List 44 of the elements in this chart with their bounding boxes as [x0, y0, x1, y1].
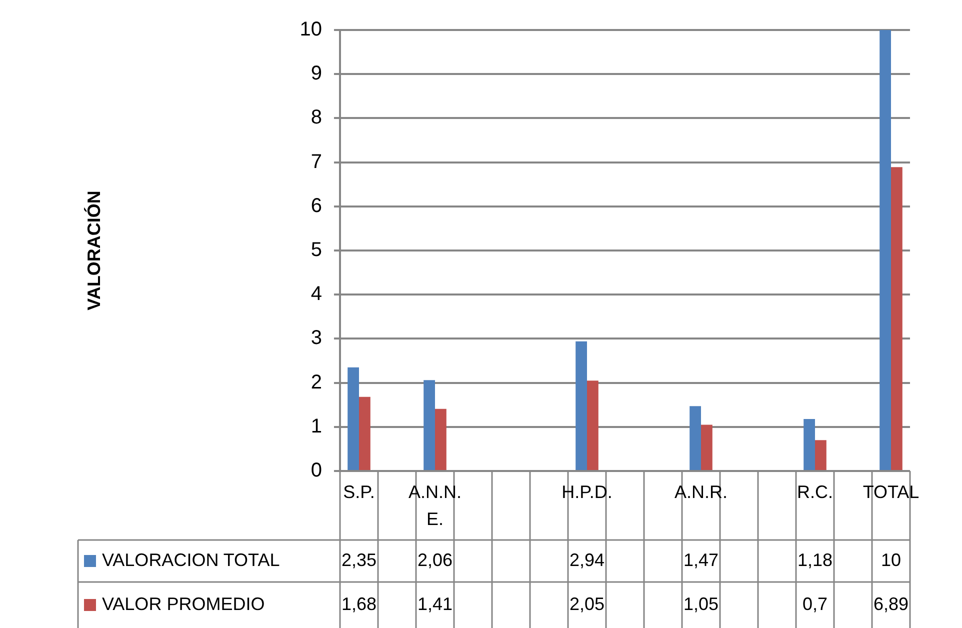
y-tick-label: 2: [310, 371, 322, 394]
x-tick-label: H.P.D.: [562, 482, 612, 502]
x-tick-label: A.N.R.: [674, 482, 728, 502]
x-tick-label: TOTAL: [862, 482, 920, 502]
y-tick-label: 4: [310, 283, 322, 306]
y-tick-label: 5: [310, 239, 322, 262]
data-label: 2,05: [569, 594, 605, 614]
bar: [701, 424, 712, 470]
bar: [587, 380, 598, 470]
data-label: 1,47: [683, 550, 719, 570]
legend-label: VALOR PROMEDIO: [102, 594, 265, 614]
data-label: 2,35: [341, 550, 377, 570]
y-tick-label: 1: [310, 415, 322, 438]
x-tick-label: S.P.: [343, 482, 375, 502]
data-label: 0,7: [802, 594, 828, 614]
y-tick-label: 10: [300, 18, 322, 41]
bar: [690, 406, 701, 470]
bar: [576, 341, 587, 470]
x-tick-label: A.N.N.E.: [408, 482, 462, 529]
y-tick-label: 0: [310, 460, 322, 482]
bar: [880, 30, 891, 470]
bar: [348, 367, 359, 470]
data-label: 1,68: [341, 594, 377, 614]
bar: [359, 396, 370, 470]
bar: [815, 440, 826, 470]
text: VALORACIÓN: [84, 190, 104, 310]
y-tick-label: 9: [310, 62, 322, 85]
data-label: 6,89: [873, 594, 909, 614]
x-tick-label: R.C.: [797, 482, 833, 502]
y-tick-label: 6: [310, 194, 322, 217]
y-tick-label: 7: [310, 150, 322, 173]
bar: [804, 418, 815, 470]
data-label: 2,06: [417, 550, 453, 570]
data-label: 10: [880, 550, 902, 570]
y-tick-label: 3: [310, 327, 322, 350]
bar: [424, 380, 435, 470]
bar: [891, 167, 902, 470]
data-label: 1,18: [797, 550, 833, 570]
data-label: 2,94: [569, 550, 605, 570]
y-tick-label: 8: [310, 106, 322, 129]
legend-label: VALORACION TOTAL: [102, 550, 280, 570]
bar: [435, 408, 446, 470]
data-label: 1,41: [417, 594, 453, 614]
data-label: 1,05: [683, 594, 719, 614]
